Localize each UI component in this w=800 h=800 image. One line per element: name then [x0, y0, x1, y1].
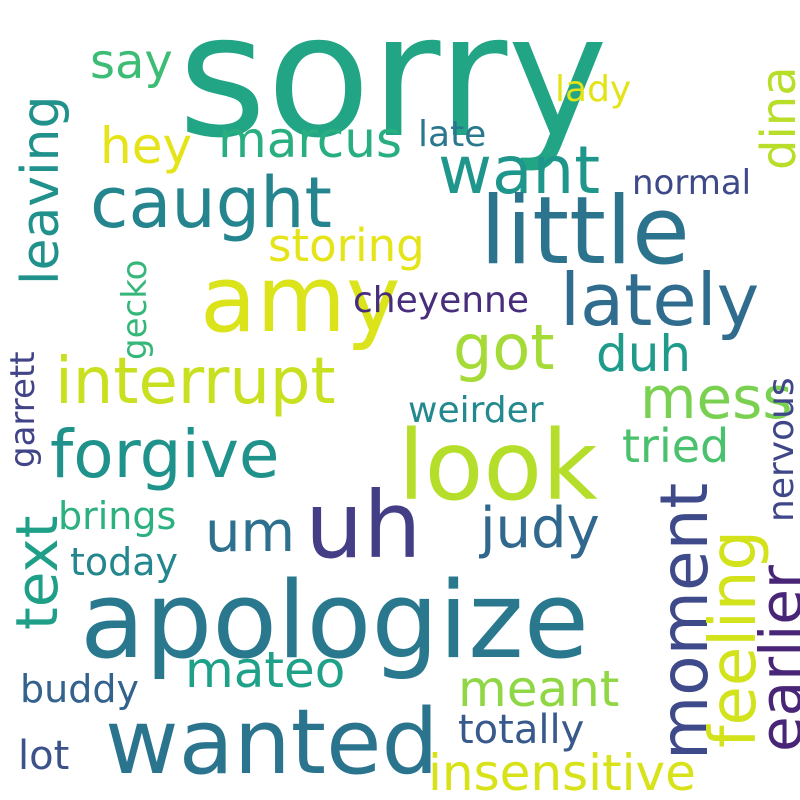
word-apologize: apologize [80, 559, 589, 682]
word-duh: duh [596, 325, 692, 383]
word-late: late [418, 114, 487, 155]
word-leaving: leaving [11, 95, 71, 286]
word-nervous: nervous [761, 377, 800, 522]
word-hey: hey [100, 117, 193, 175]
word-sorry: sorry [178, 0, 608, 176]
word-weirder: weirder [408, 390, 544, 431]
word-amy: amy [200, 246, 401, 353]
word-judy: judy [480, 496, 600, 561]
word-forgive: forgive [50, 416, 280, 493]
word-insensitive: insensitive [428, 744, 696, 800]
word-normal: normal [632, 163, 752, 203]
word-want: want [438, 132, 601, 209]
word-text: text [3, 515, 71, 630]
word-buddy: buddy [20, 667, 139, 711]
word-totally: totally [458, 707, 585, 753]
word-gecko: gecko [115, 259, 155, 360]
word-interrupt: interrupt [55, 345, 336, 419]
word-lately: lately [560, 258, 760, 342]
word-marcus: marcus [218, 111, 403, 169]
word-got: got [453, 311, 555, 384]
word-brings: brings [58, 494, 177, 538]
word-mateo: mateo [185, 641, 346, 699]
word-meant: meant [458, 660, 620, 718]
word-today: today [70, 540, 179, 584]
word-wanted: wanted [105, 690, 439, 795]
word-little: little [480, 177, 690, 286]
word-lady: lady [555, 69, 632, 110]
word-cheyenne: cheyenne [353, 280, 529, 321]
word-tried: tried [622, 419, 730, 473]
word-look: look [398, 410, 598, 522]
word-mess: mess [640, 364, 793, 432]
word-storing: storing [268, 219, 425, 272]
word-uh: uh [305, 472, 422, 579]
word-dina: dina [751, 66, 800, 170]
word-um: um [205, 500, 296, 565]
word-earlier: earlier [747, 565, 800, 752]
word-lot: lot [18, 733, 70, 779]
word-caught: caught [90, 162, 332, 244]
word-say: say [90, 34, 173, 90]
word-garrett: garrett [3, 351, 43, 468]
